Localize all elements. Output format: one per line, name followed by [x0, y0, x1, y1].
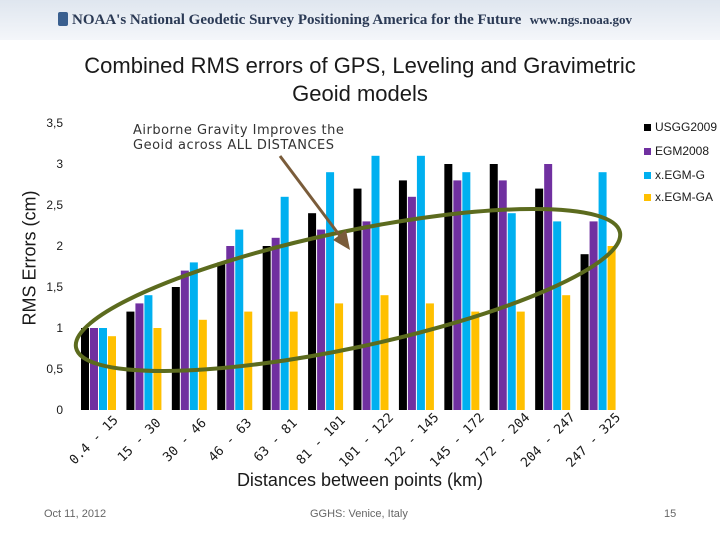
bar [226, 246, 235, 410]
annotation-line-2: Geoid across ALL DISTANCES [133, 138, 335, 153]
bar [144, 295, 153, 410]
legend-label: x.EGM-GA [655, 190, 714, 204]
bar [507, 213, 516, 410]
bar [471, 311, 480, 410]
bar [335, 303, 344, 410]
bar [198, 319, 207, 410]
y-tick-label: 3,5 [46, 116, 63, 130]
bar [108, 336, 116, 410]
y-tick-label: 1 [56, 321, 63, 335]
bar [398, 180, 407, 410]
footer-venue: GGHS: Venice, Italy [310, 508, 408, 520]
bar [262, 246, 271, 410]
annotation-arrow [278, 155, 345, 241]
x-tick-label: 15 - 30 [115, 416, 164, 465]
bar [453, 180, 462, 410]
legend-label: x.EGM-G [655, 168, 705, 182]
bar [135, 303, 144, 410]
bar [244, 311, 253, 410]
bar [271, 237, 280, 410]
bar [326, 172, 335, 410]
bar [171, 287, 180, 410]
y-tick-label: 1,5 [46, 280, 63, 294]
bar [189, 262, 198, 410]
bar [589, 221, 598, 410]
bar [553, 221, 562, 410]
bar [308, 213, 317, 410]
bar [598, 172, 607, 410]
bar [607, 246, 616, 410]
legend-item-xegm-g: x.EGM-G [644, 168, 705, 182]
bar [516, 311, 525, 410]
bar [489, 164, 498, 410]
x-tick-label: 0.4 - 15 [67, 413, 122, 468]
x-axis-label: Distances between points (km) [236, 470, 484, 490]
y-tick-label: 0 [56, 403, 63, 417]
bar [180, 270, 189, 410]
highlight-ellipse [73, 207, 623, 373]
legend-label: USGG2009 [655, 120, 718, 134]
y-tick-label: 2 [56, 239, 63, 253]
header-banner: NOAA's National Geodetic Survey Position… [0, 0, 720, 40]
bar [380, 295, 389, 410]
bar [416, 155, 425, 410]
legend-item-xegm-ga: x.EGM-GA [644, 190, 713, 204]
y-tick-label: 0,5 [46, 362, 63, 376]
bar [544, 164, 553, 410]
bar [498, 180, 507, 410]
annotation-line-1: Airborne Gravity Improves the [133, 123, 345, 138]
y-tick-label: 2,5 [46, 198, 63, 212]
footer-page-number: 15 [664, 508, 677, 520]
legend-swatch [644, 124, 651, 132]
banner-title: NOAA's National Geodetic Survey Position… [72, 12, 522, 28]
legend-swatch [644, 172, 651, 180]
bar [425, 303, 434, 410]
annotation-arrowhead [333, 230, 350, 250]
legend-swatch [644, 194, 651, 202]
bar [562, 295, 571, 410]
bar [99, 328, 107, 410]
bar [126, 311, 135, 410]
bar [317, 229, 326, 410]
bar [407, 196, 416, 410]
x-tick-label: 46 - 63 [206, 416, 255, 465]
bar [90, 328, 98, 410]
bar [81, 328, 89, 410]
legend-item-usgg2009: USGG2009 [644, 120, 717, 134]
bar [280, 196, 289, 410]
bar [217, 262, 226, 410]
bar [235, 229, 244, 410]
banner-url: www.ngs.noaa.gov [529, 12, 632, 27]
legend-item-egm2008: EGM2008 [644, 144, 709, 158]
footer-date: Oct 11, 2012 [44, 508, 107, 520]
bar [353, 188, 362, 410]
bar [371, 155, 380, 410]
bar [535, 188, 544, 410]
annotation-text: Airborne Gravity Improves the Geoid acro… [133, 123, 344, 153]
y-tick-label: 3 [56, 157, 63, 171]
chart-title: Combined RMS errors of GPS, Leveling and… [84, 53, 636, 106]
bar [362, 221, 371, 410]
legend-label: EGM2008 [655, 144, 710, 158]
legend-swatch [644, 148, 651, 156]
bar [462, 172, 471, 410]
bar [444, 164, 453, 410]
x-tick-label: 30 - 46 [160, 416, 209, 465]
noaa-logo-icon [58, 12, 68, 26]
bar [580, 254, 589, 410]
